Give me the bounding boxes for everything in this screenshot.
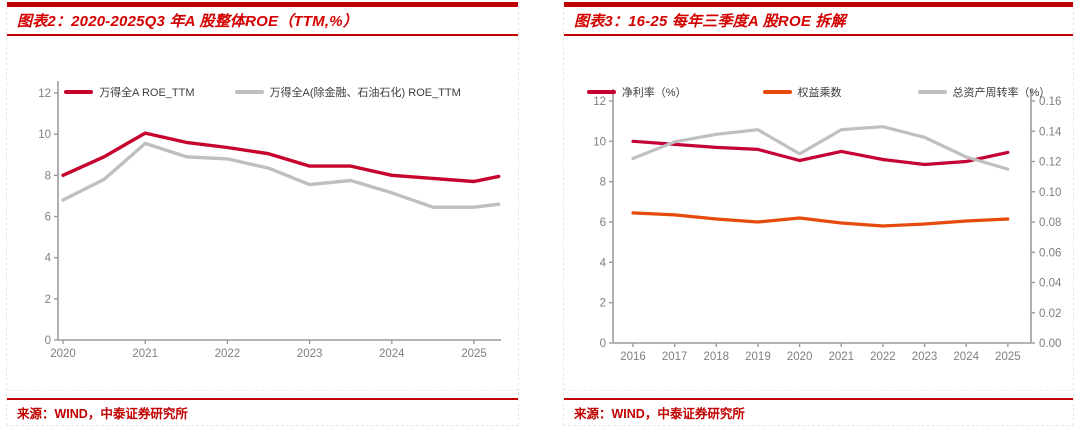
series-line [631,211,1010,228]
x-tick-label: 2021 [828,351,854,363]
y-tick-label: 0 [600,338,606,350]
y2-tick-label: 0.04 [1039,278,1062,290]
y-tick-label: 8 [600,177,606,189]
series-line [631,139,1010,167]
x-tick-label: 2018 [704,351,730,363]
y-tick-label: 8 [45,170,51,182]
x-tick-label: 2016 [620,351,646,363]
figure-2-source: 来源：WIND，中泰证券研究所 [7,398,518,425]
y-tick-label: 10 [593,136,606,148]
x-tick-label: 2025 [461,348,487,360]
x-tick-label: 2020 [50,348,76,360]
x-tick-label: 2024 [379,348,405,360]
y2-tick-label: 0.06 [1039,247,1061,259]
y2-tick-label: 0.12 [1039,157,1061,169]
y-tick-label: 4 [45,253,52,265]
series-line [631,125,1010,171]
x-tick-label: 2022 [870,351,896,363]
y-tick-label: 2 [600,298,606,310]
figure-top-red-bar [7,2,518,7]
y2-tick-label: 0.08 [1039,217,1061,229]
figure-2-panel: 图表2：2020-2025Q3 年A 股整体ROE（TTM,%） 0 2 4 6 8 10… [6,2,519,426]
y2-tick-label: 0.16 [1039,96,1061,108]
figure-3-title: 图表3：16-25 每年三季度A 股ROE 拆解 [564,7,1073,36]
y-tick-label: 6 [45,212,51,224]
figure-2-title: 图表2：2020-2025Q3 年A 股整体ROE（TTM,%） [7,7,518,36]
figure-2-chart-area: 0 2 4 6 8 10 12 2020 2021 2022 2023 2024 2025 万得全A R… [7,36,518,391]
y-tick-label: 0 [45,335,51,347]
figure-3-source: 来源：WIND，中泰证券研究所 [564,398,1073,425]
roe-line-chart: 0 2 4 6 8 10 12 2020 2021 2022 2023 2024 2025 [38,81,501,360]
y2-tick-label: 0.14 [1039,126,1062,138]
y-tick-label: 10 [38,129,51,141]
figure-top-red-bar [564,2,1073,7]
x-tick-label: 2019 [745,351,771,363]
roe-decomposition-line-chart: 0 2 4 6 8 10 12 0.00 0.02 0.04 0.06 0.08 0.10 0.12 0.1… [593,89,1062,363]
spacer [7,391,518,398]
figure-3-chart-area: 0 2 4 6 8 10 12 0.00 0.02 0.04 0.06 0.08 0.10 0.12 0.1… [564,36,1073,391]
x-tick-label: 2017 [662,351,688,363]
y2-tick-label: 0.10 [1039,187,1061,199]
x-tick-label: 2024 [953,351,979,363]
y-tick-label: 12 [593,96,606,108]
x-tick-label: 2023 [297,348,323,360]
series-line [61,141,501,209]
x-tick-label: 2021 [132,348,158,360]
y-tick-label: 6 [600,217,606,229]
x-tick-label: 2022 [215,348,241,360]
x-tick-label: 2025 [995,351,1021,363]
series-line [61,131,501,184]
spacer [564,391,1073,398]
y2-tick-label: 0.00 [1039,338,1061,350]
x-tick-label: 2020 [787,351,813,363]
y-tick-label: 12 [38,88,51,100]
x-tick-label: 2023 [912,351,938,363]
y2-tick-label: 0.02 [1039,308,1061,320]
y-tick-label: 2 [45,294,51,306]
y-tick-label: 4 [600,257,607,269]
figure-3-panel: 图表3：16-25 每年三季度A 股ROE 拆解 0 2 4 6 8 10 12 0.00 0.… [563,2,1074,426]
